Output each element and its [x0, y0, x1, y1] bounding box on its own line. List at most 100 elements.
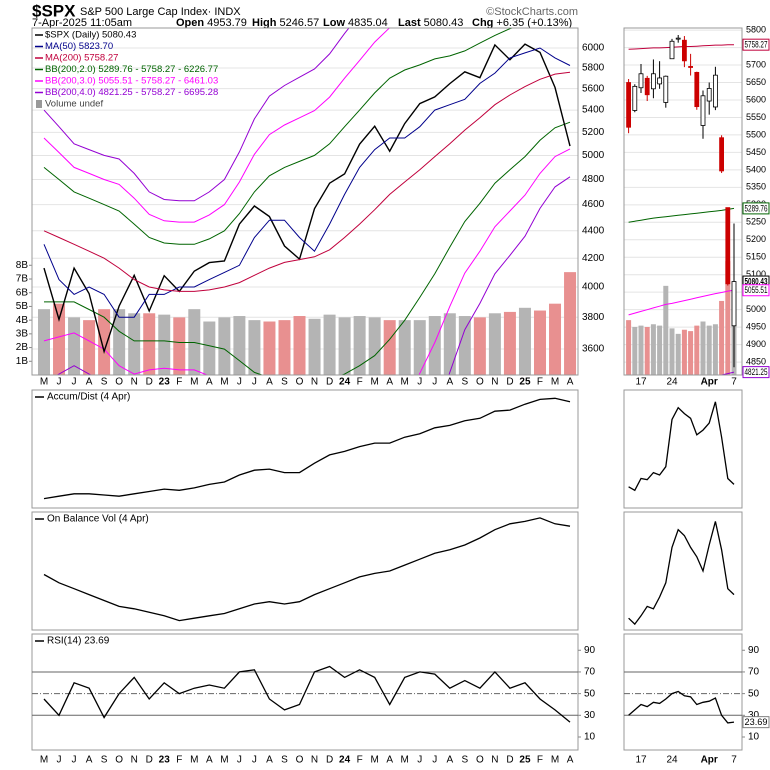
- volume-bar: [128, 313, 141, 375]
- volume-bar: [638, 325, 644, 375]
- volume-bar: [278, 320, 291, 375]
- x-tick-label: J: [57, 377, 62, 388]
- y2-tick-label: 8B: [16, 260, 29, 271]
- y-tick-label: 3600: [582, 344, 605, 355]
- candle-body: [651, 73, 656, 90]
- y-tick-label: 50: [584, 688, 596, 699]
- quote-label: Low: [323, 17, 345, 29]
- value-tag-box: [742, 202, 770, 215]
- volume-bar: [503, 311, 516, 375]
- x-tick-label: M: [220, 377, 228, 388]
- symbol: $SPX: [32, 1, 76, 20]
- y-tick-label: 5800: [582, 63, 605, 74]
- quote: Low 4835.04: [323, 17, 388, 29]
- x-tick-label: D: [506, 755, 513, 766]
- volume-bar: [323, 314, 336, 375]
- value-tag-box: [742, 284, 770, 297]
- x-tick-label: S: [462, 377, 469, 388]
- y-tick-label: 4400: [582, 225, 605, 236]
- candle-body: [657, 77, 662, 85]
- y-tick-label: 5600: [746, 94, 766, 104]
- panel-frame: [623, 389, 743, 509]
- y2-tick-label: 3B: [16, 328, 29, 339]
- x-tick-label: M: [40, 755, 48, 766]
- y-tick-label: 50: [748, 688, 760, 699]
- y-tick-label: 5000: [582, 150, 605, 161]
- volume-bar: [706, 325, 712, 375]
- x-tick-label: J: [417, 377, 422, 388]
- legend-entry: $SPX (Daily) 5080.43: [45, 30, 136, 41]
- y-tick-label: 5500: [746, 129, 766, 139]
- y-tick-label: 5700: [746, 59, 766, 69]
- quote-value: 4953.79: [207, 17, 247, 29]
- x-tick-label: N: [311, 755, 318, 766]
- y2-tick-label: 5B: [16, 301, 29, 312]
- legend-swatch: [36, 100, 42, 108]
- band-lower: [43, 148, 571, 375]
- x-tick-label: 17: [635, 377, 647, 388]
- x-tick-label: A: [206, 755, 213, 766]
- panel-frame: [623, 511, 743, 631]
- panel-frame: [31, 27, 579, 376]
- x-tick-label: J: [237, 755, 242, 766]
- volume-bar: [669, 328, 675, 375]
- y-tick-label: 5350: [746, 182, 766, 192]
- x-tick-label: M: [370, 755, 378, 766]
- value-tag-box: [742, 716, 770, 729]
- x-tick-label: S: [281, 755, 288, 766]
- candle-body: [682, 39, 687, 62]
- volume-bar: [83, 320, 96, 375]
- x-tick-label: N: [491, 755, 498, 766]
- y-tick-label: 90: [748, 645, 760, 656]
- volume-bar: [458, 316, 471, 375]
- quote-label: Last: [398, 17, 421, 29]
- x-tick-label: N: [131, 755, 138, 766]
- volume-bar: [143, 313, 156, 375]
- x-tick-label: O: [476, 377, 484, 388]
- y-tick-label: 90: [584, 645, 596, 656]
- overlay-line: [628, 289, 735, 316]
- quote: Last 5080.43: [398, 17, 463, 29]
- panel-frame: [31, 389, 579, 509]
- value-tag: 23.69: [745, 717, 768, 727]
- volume-bar: [53, 303, 66, 375]
- y-tick-label: 70: [748, 667, 760, 678]
- value-tag: 5080.43: [745, 276, 768, 286]
- x-tick-label: D: [506, 377, 513, 388]
- volume-bar: [443, 313, 456, 375]
- zoom-plot: [626, 34, 737, 375]
- x-tick-label: O: [115, 755, 123, 766]
- x-tick-label: 17: [635, 755, 647, 766]
- band-upper: [43, 28, 350, 202]
- candle-body: [706, 88, 712, 102]
- legend-entry: MA(200) 5758.27: [45, 53, 118, 64]
- volume-bar: [650, 324, 656, 375]
- candle-body: [626, 82, 631, 128]
- candle-body: [632, 85, 638, 111]
- x-tick-label: A: [86, 377, 93, 388]
- legend-entry: BB(200,3.0) 5055.51 - 5758.27 - 6461.03: [45, 76, 218, 87]
- y-tick-label: 4850: [746, 356, 766, 366]
- candle-body: [719, 137, 724, 172]
- volume-bar: [725, 261, 731, 375]
- volume-bar: [38, 309, 50, 375]
- y-tick-label: 5550: [746, 112, 766, 122]
- volume-bar: [712, 324, 718, 375]
- candle-body: [694, 71, 700, 108]
- quote-label: High: [252, 17, 277, 29]
- volume-bar: [428, 316, 441, 375]
- x-tick-label: J: [252, 755, 257, 766]
- source: ©StockCharts.com: [486, 6, 578, 18]
- x-tick-label: 24: [339, 755, 351, 766]
- volume-bar: [308, 318, 321, 375]
- candle-body: [675, 37, 681, 40]
- x-tick-label: S: [462, 755, 469, 766]
- overlay-line: [628, 44, 735, 50]
- x-tick-label: D: [146, 755, 153, 766]
- x-tick-label: 25: [519, 377, 531, 388]
- candle-body: [644, 77, 650, 96]
- x-tick-label: S: [281, 377, 288, 388]
- volume-bar: [473, 317, 486, 375]
- volume-bar: [632, 326, 638, 375]
